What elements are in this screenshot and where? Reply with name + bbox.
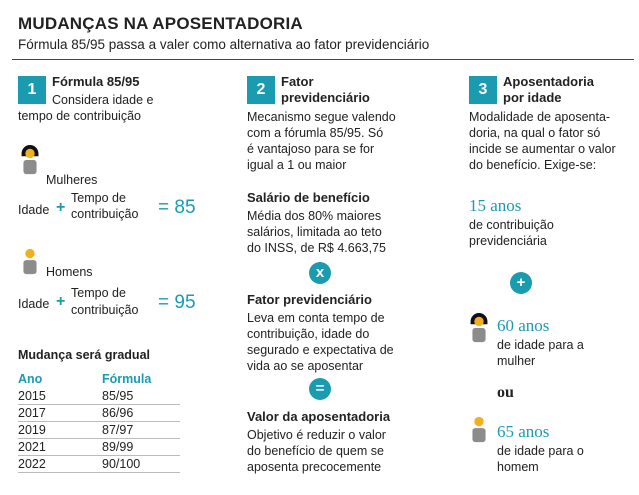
page-title: MUDANÇAS NA APOSENTADORIA: [18, 14, 303, 33]
section-number-2: 2: [247, 76, 275, 104]
table-cell-formula: 87/97: [102, 421, 180, 439]
section-number-3: 3: [469, 76, 497, 104]
salario-line1: Média dos 80% maiores: [247, 209, 382, 223]
valor-line2: do benefício de quem se: [247, 444, 384, 458]
formula-desc-line1: Considera idade e: [52, 93, 154, 107]
table-row: 2017 86/96: [18, 404, 180, 422]
table-row: 2019 87/97: [18, 421, 180, 439]
table-header-year: Ano: [18, 372, 43, 386]
idade-heading-line1: Aposentadoria: [503, 74, 595, 89]
fator-prev-line4: vida ao se aposentar: [247, 359, 364, 373]
years-60: 60 anos: [497, 316, 550, 335]
formula-desc-line2: tempo de contribuição: [18, 109, 141, 123]
fator-prev-line2: contribuição, idade do: [247, 327, 370, 341]
women-label: Mulheres: [46, 173, 98, 187]
table-cell-formula: 86/96: [102, 404, 180, 422]
fator-heading-line1: Fator: [281, 74, 314, 89]
formula-heading: Fórmula 85/95: [52, 74, 140, 89]
salario-line3: do INSS, de R$ 4.663,75: [247, 241, 386, 255]
table-cell-year: 2021: [18, 438, 102, 456]
valor-heading: Valor da aposentadoria: [247, 409, 391, 424]
or-separator: ou: [497, 384, 514, 401]
woman-icon: [21, 145, 39, 175]
plus-icon: +: [510, 272, 532, 294]
times-icon: x: [309, 262, 331, 284]
salario-line2: salários, limitada ao teto: [247, 225, 382, 239]
fator-text-line2: com a fórumla 85/95. Só: [247, 126, 384, 140]
gradual-table: Ano Fórmula 2015 85/95 2017 86/96 2019 87/9…: [18, 372, 180, 473]
years-65-line1: de idade para o: [497, 444, 584, 458]
idade-heading-line2: por idade: [503, 90, 562, 105]
men-plus-sign: +: [56, 293, 66, 310]
page-subtitle: Fórmula 85/95 passa a valer como alterna…: [18, 37, 430, 52]
women-plus-sign: +: [56, 199, 66, 216]
men-tempo-line1: Tempo de: [71, 286, 126, 300]
man-icon: [23, 248, 37, 275]
men-result: = 95: [158, 292, 196, 313]
table-cell-formula: 89/99: [102, 438, 180, 456]
man-icon: [472, 416, 486, 443]
years-60-line2: mulher: [497, 354, 536, 368]
women-result: = 85: [158, 197, 196, 218]
idade-text-line3: incide se aumentar o valor: [469, 142, 616, 156]
table-cell-year: 2022: [18, 455, 102, 473]
years-15: 15 anos: [469, 196, 522, 215]
section-number-1: 1: [18, 76, 46, 104]
fator-prev-line3: segurado e expectativa de: [247, 343, 394, 357]
valor-line3: aposenta precocemente: [247, 460, 382, 474]
salario-heading: Salário de benefício: [247, 190, 370, 205]
table-cell-year: 2017: [18, 404, 102, 422]
women-idade-label: Idade: [18, 203, 50, 217]
men-tempo-line2: contribuição: [71, 303, 139, 317]
idade-text-line2: doria, na qual o fator só: [469, 126, 601, 140]
years-65: 65 anos: [497, 422, 550, 441]
years-65-line2: homem: [497, 460, 539, 474]
men-label: Homens: [46, 265, 93, 279]
equals-icon: =: [309, 378, 331, 400]
table-title: Mudança será gradual: [18, 348, 150, 362]
table-row: 2021 89/99: [18, 438, 180, 456]
women-tempo-line2: contribuição: [71, 207, 139, 221]
women-tempo-line1: Tempo de: [71, 191, 126, 205]
table-header-formula: Fórmula: [102, 372, 152, 386]
table-cell-formula: 85/95: [102, 388, 180, 405]
woman-icon: [470, 313, 488, 343]
header-divider: [12, 59, 634, 60]
idade-text-line4: do benefício. Exige-se:: [469, 158, 597, 172]
fator-text-line3: é vantajoso para se for: [247, 142, 375, 156]
fator-prev-heading: Fator previdenciário: [247, 292, 372, 307]
table-row: 2015 85/95: [18, 388, 180, 405]
fator-text-line1: Mecanismo segue valendo: [247, 110, 396, 124]
years-60-line1: de idade para a: [497, 338, 584, 352]
fator-heading-line2: previdenciário: [281, 90, 370, 105]
fator-prev-line1: Leva em conta tempo de: [247, 311, 385, 325]
men-idade-label: Idade: [18, 297, 50, 311]
fator-text-line4: igual a 1 ou maior: [247, 158, 347, 172]
table-cell-formula: 90/100: [102, 455, 180, 473]
table-row: 2022 90/100: [18, 455, 180, 473]
years-15-line2: previdenciária: [469, 234, 547, 248]
valor-line1: Objetivo é reduzir o valor: [247, 428, 386, 442]
idade-text-line1: Modalidade de aposenta-: [469, 110, 611, 124]
table-cell-year: 2015: [18, 388, 102, 405]
years-15-line1: de contribuição: [469, 218, 554, 232]
table-cell-year: 2019: [18, 421, 102, 439]
